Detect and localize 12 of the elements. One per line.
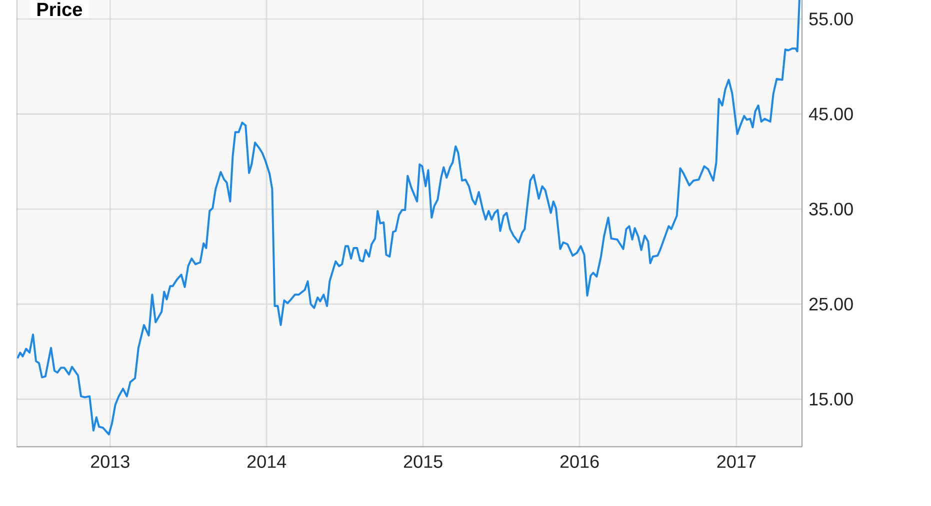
- y-tick-label: 55.00: [809, 12, 853, 26]
- y-tick-label: 25.00: [809, 298, 853, 310]
- x-tick-label: 2017: [717, 455, 756, 468]
- y-tick-label: 35.00: [809, 202, 853, 216]
- line-series: [16, 0, 800, 436]
- x-tick-label: 2013: [91, 455, 130, 468]
- x-tick-label: 2016: [560, 455, 599, 468]
- chart-title: Price: [37, 2, 82, 16]
- x-tick-label: 2015: [404, 455, 442, 468]
- y-tick-label: 15.00: [810, 392, 853, 406]
- y-tick-label: 45.00: [808, 108, 853, 120]
- x-tick-label: 2014: [248, 455, 286, 468]
